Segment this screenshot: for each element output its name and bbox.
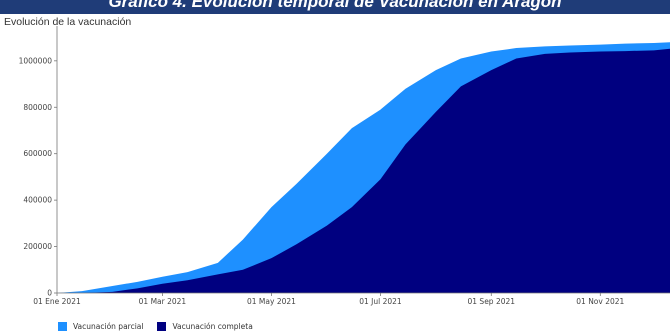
legend-item-completa[interactable]: Vacunación completa [157, 322, 253, 331]
axes [56, 26, 670, 294]
y-tick-label: 600000 [23, 149, 52, 158]
series-area-completa [57, 48, 670, 293]
report-banner: Gráfico 4. Evolución temporal de Vacunac… [0, 0, 670, 14]
chart-title: Evolución de la vacunación [4, 16, 132, 28]
legend-swatch [58, 322, 67, 331]
x-tick-labels: 01 Ene 2021 01 Mar 2021 01 May 2021 01 Jul … [33, 293, 625, 306]
y-tick-label: 1000000 [19, 56, 53, 65]
y-tick-label: 0 [47, 289, 52, 298]
x-tick-label: 01 Mar 2021 [139, 297, 187, 306]
x-tick-label: 01 May 2021 [247, 297, 296, 306]
legend-swatch [157, 322, 167, 331]
x-tick-label: 01 Ene 2021 [33, 297, 81, 306]
report-banner-title: Gráfico 4. Evolución temporal de Vacunac… [108, 0, 562, 11]
series-areas [57, 42, 670, 293]
chart-legend: Vacunación parcial Vacunación completa [58, 322, 253, 331]
legend-item-parcial[interactable]: Vacunación parcial [58, 322, 143, 331]
x-tick-label: 01 Jul 2021 [359, 297, 402, 306]
legend-label: Vacunación completa [172, 322, 253, 331]
y-tick-label: 400000 [23, 196, 52, 205]
legend-label: Vacunación parcial [73, 322, 144, 331]
y-tick-label: 800000 [23, 103, 52, 112]
x-tick-label: 01 Nov 2021 [576, 297, 624, 306]
y-tick-label: 200000 [23, 242, 52, 251]
x-tick-label: 01 Sep 2021 [468, 297, 516, 306]
y-tick-labels: 0 200000 400000 600000 800000 1000000 [19, 56, 57, 298]
